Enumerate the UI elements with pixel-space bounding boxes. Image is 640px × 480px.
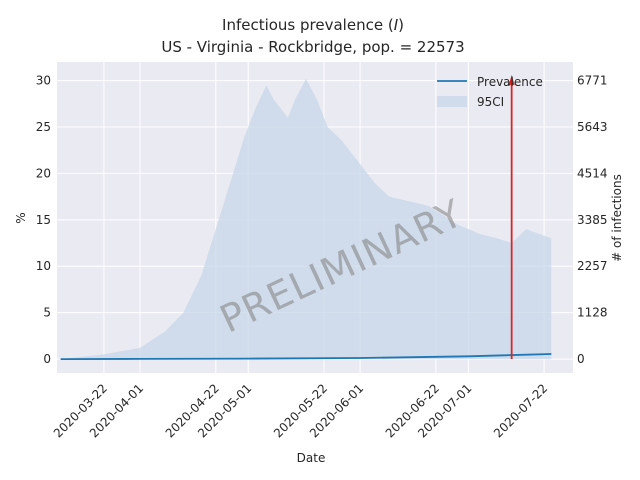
y-tick-right-1: 1128 (577, 306, 608, 320)
y-tick-right-4: 4514 (577, 166, 608, 180)
marker-arrowhead (508, 74, 515, 85)
y-tick-left-5: 25 (36, 120, 51, 134)
chart-title-line1: Infectious prevalence (I) (222, 16, 404, 34)
legend-label-prevalence: Prevalence (477, 75, 543, 89)
y-axis-label-left: % (14, 212, 28, 223)
y-tick-left-2: 10 (36, 259, 51, 273)
y-tick-left-6: 30 (36, 74, 51, 88)
legend-label-95ci: 95CI (477, 95, 504, 109)
y-axis-label-right: # of infections (610, 174, 624, 262)
y-tick-right-5: 5643 (577, 120, 608, 134)
y-ticks-right: 0 1128 2257 3385 4514 5643 6771 (577, 74, 608, 367)
y-tick-right-3: 3385 (577, 213, 608, 227)
x-axis-label: Date (297, 451, 326, 465)
legend-swatch-95ci (437, 96, 467, 107)
y-tick-right-0: 0 (577, 352, 585, 366)
ci-band-95ci (60, 78, 552, 360)
y-tick-left-3: 15 (36, 213, 51, 227)
y-tick-right-6: 6771 (577, 74, 608, 88)
y-ticks-left: 0 5 10 15 20 25 30 (36, 74, 51, 367)
y-tick-left-1: 5 (43, 306, 51, 320)
y-tick-left-0: 0 (43, 352, 51, 366)
chart-title-line2: US - Virginia - Rockbridge, pop. = 22573 (161, 38, 464, 56)
legend: Prevalence 95CI (437, 75, 543, 109)
x-tick-label-8: 2020-07-22 (491, 381, 550, 440)
y-tick-left-4: 20 (36, 166, 51, 180)
y-tick-right-2: 2257 (577, 259, 608, 273)
prevalence-line (60, 353, 552, 360)
